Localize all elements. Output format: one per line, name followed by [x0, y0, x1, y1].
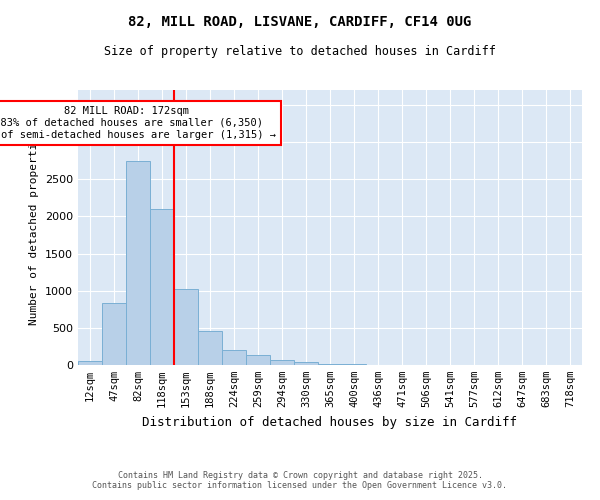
Bar — [150, 209, 174, 365]
Text: 82 MILL ROAD: 172sqm
← 83% of detached houses are smaller (6,350)
17% of semi-de: 82 MILL ROAD: 172sqm ← 83% of detached h… — [0, 106, 276, 140]
Bar — [198, 331, 222, 365]
Text: Size of property relative to detached houses in Cardiff: Size of property relative to detached ho… — [104, 45, 496, 58]
Bar — [270, 360, 294, 365]
Bar — [78, 361, 102, 365]
Bar — [126, 160, 150, 365]
Bar — [246, 356, 270, 365]
Bar — [222, 350, 246, 365]
Bar — [294, 362, 318, 365]
Text: Contains HM Land Registry data © Crown copyright and database right 2025.
Contai: Contains HM Land Registry data © Crown c… — [92, 470, 508, 490]
Bar — [174, 289, 198, 365]
Text: 82, MILL ROAD, LISVANE, CARDIFF, CF14 0UG: 82, MILL ROAD, LISVANE, CARDIFF, CF14 0U… — [128, 15, 472, 29]
Bar — [102, 304, 126, 365]
Bar — [318, 364, 342, 365]
Bar — [342, 364, 366, 365]
X-axis label: Distribution of detached houses by size in Cardiff: Distribution of detached houses by size … — [143, 416, 517, 428]
Y-axis label: Number of detached properties: Number of detached properties — [29, 130, 40, 326]
